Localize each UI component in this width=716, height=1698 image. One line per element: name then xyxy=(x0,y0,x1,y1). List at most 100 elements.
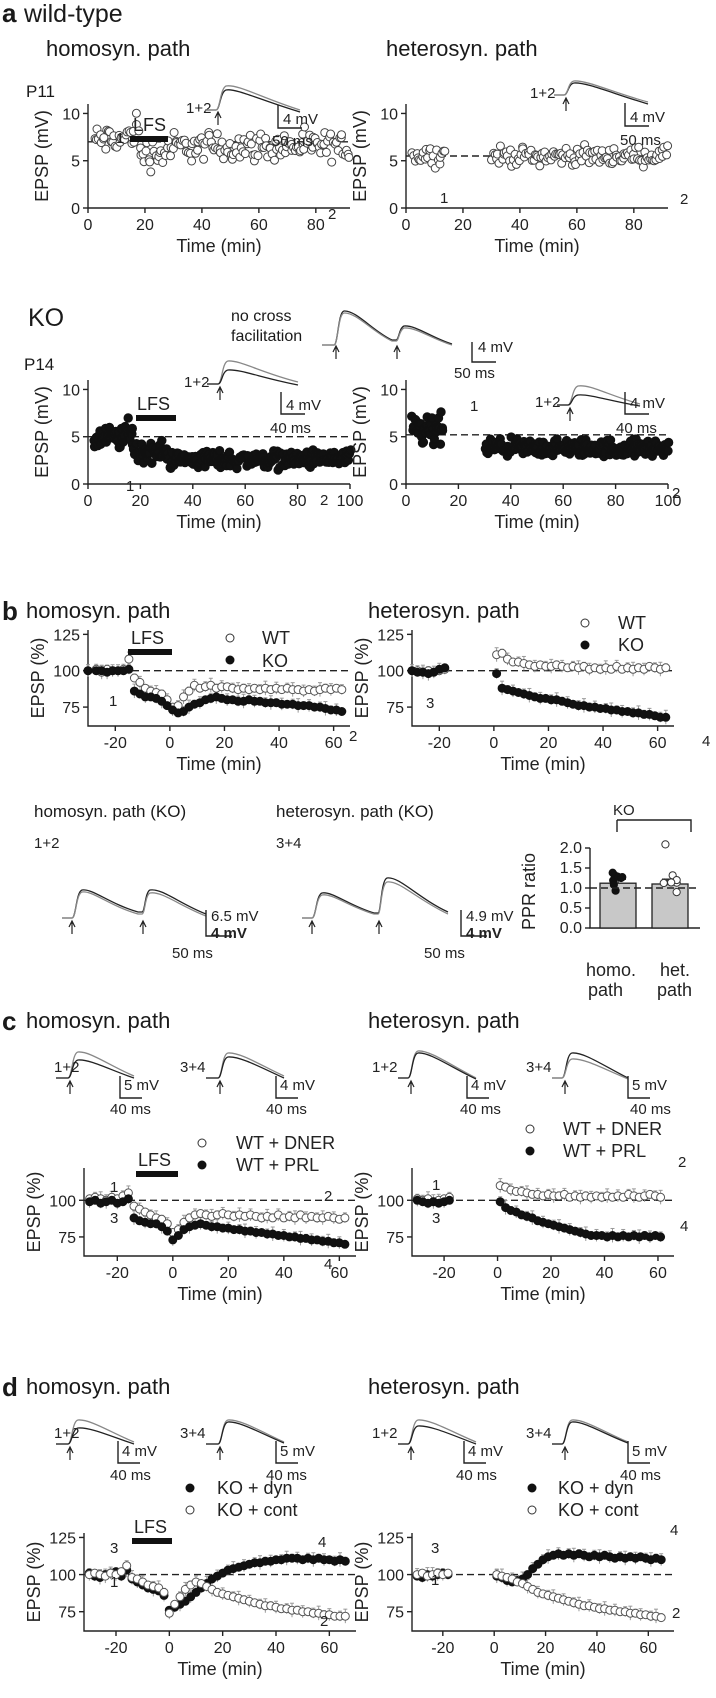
b-homo-xtick-label-0: -20 xyxy=(104,735,127,752)
c-hetero-xlabel: Time (min) xyxy=(500,1284,585,1304)
c-homo-xtick-label-4: 60 xyxy=(330,1265,348,1282)
a-wt-homo-point-7 xyxy=(99,133,109,143)
panel-a-wt-age: P11 xyxy=(26,82,55,101)
legend-d-cont: KO + cont xyxy=(217,1500,298,1520)
a-wt-homo-point-115 xyxy=(253,151,263,161)
ppr-ytick-label-0: 0.0 xyxy=(560,920,582,937)
a-ko-homo-xtick-label-1: 20 xyxy=(132,493,150,510)
d-homo-xlabel: Time (min) xyxy=(177,1659,262,1679)
scale-d-het12-mv: 4 mV xyxy=(468,1443,503,1460)
chart-a-wt-hetero: 0 20 40 60 80 0 5 10 Time (min) EPSP (mV) xyxy=(350,104,673,256)
mark-c2-2: 2 xyxy=(678,1154,686,1171)
trace-c-hetero-34: 3+4 5 mV 40 ms xyxy=(526,1052,671,1118)
a-wt-hetero-ytick-label-1: 5 xyxy=(389,154,398,171)
panel-a-homo-title: homosyn. path xyxy=(46,36,191,61)
scale-d-het12-ms: 40 ms xyxy=(456,1467,497,1484)
d-homo-ytick-label-0: 75 xyxy=(58,1605,76,1622)
legend-b2-wt: WT xyxy=(618,613,646,633)
d-homo-ko-dyn-point-48 xyxy=(340,1556,350,1566)
scale-bar-c-het34 xyxy=(627,1076,650,1099)
mark-b-3: 3 xyxy=(426,695,434,712)
a-ko-homo-xlabel: Time (min) xyxy=(176,512,261,532)
panel-a-letter: a xyxy=(2,0,17,28)
chart-d-homo: -20 0 20 40 60 75 100 125 Time (min) EPSP (%) xyxy=(24,1530,356,1679)
d-hetero-ko-dyn-point-39 xyxy=(656,1555,666,1565)
b-homo-ytick-label-1: 100 xyxy=(53,664,80,681)
trace-a-ko-cross: 4 mV 50 ms xyxy=(322,310,513,382)
a-wt-hetero-point-127 xyxy=(634,142,644,152)
scale-bar-d-homo12 xyxy=(117,1441,140,1464)
stim-arrow-icon xyxy=(308,919,316,934)
stim-arrow-icon xyxy=(139,919,147,934)
a-wt-homo-point-68 xyxy=(187,156,197,166)
panel-c-hetero-title: heterosyn. path xyxy=(368,1008,520,1033)
b-homo-ko-point-0 xyxy=(83,666,93,676)
scale-b-homo-mv65: 6.5 mV xyxy=(211,908,259,925)
mark-c-4: 4 xyxy=(324,1256,332,1273)
scale-bar-a-wt-homo xyxy=(277,105,302,129)
a-wt-hetero-point-30 xyxy=(495,141,505,151)
b-homo-ko-point-46 xyxy=(337,707,347,716)
a-wt-homo-point-31 xyxy=(134,126,144,136)
d-hetero-axes xyxy=(411,1533,674,1632)
ppr-cat-homo-2: path xyxy=(588,980,623,1000)
trace-c-homo34-label: 3+4 xyxy=(180,1059,205,1076)
d-hetero-xtick-label-1: 0 xyxy=(490,1640,499,1657)
a-wt-hetero-point-146 xyxy=(662,150,672,160)
a-ko-hetero-xtick-label-1: 20 xyxy=(450,493,468,510)
d-homo-axes xyxy=(83,1533,356,1632)
stim-arrow-icon xyxy=(216,385,224,400)
d-hetero-ylabel: EPSP (%) xyxy=(352,1542,372,1623)
a-ko-homo-xtick-label-0: 0 xyxy=(84,493,93,510)
a-ko-homo-point-75 xyxy=(157,435,167,446)
trace-c-het34-label: 3+4 xyxy=(526,1059,551,1076)
ppr-point-1-5 xyxy=(672,888,681,897)
scale-bar-a-ko-homo xyxy=(280,392,305,415)
a-wt-homo-point-110 xyxy=(246,139,256,149)
a-ko-hetero-point-235 xyxy=(663,437,674,448)
mark-d2-2: 2 xyxy=(672,1605,680,1622)
d-homo-ylabel: EPSP (%) xyxy=(24,1542,44,1623)
scale-a-wt-homo-mv: 4 mV xyxy=(283,111,318,128)
a-ko-homo-xtick-label-4: 80 xyxy=(289,493,307,510)
c-hetero-wt-prl-point-7 xyxy=(495,1197,505,1207)
a-ko-homo-xtick-label-2: 40 xyxy=(184,493,202,510)
scale-a-ko-cross-mv: 4 mV xyxy=(478,339,513,356)
c-homo-xtick-label-3: 40 xyxy=(275,1265,293,1282)
a-wt-homo-point-166 xyxy=(326,129,336,139)
legend-c2-dner-marker xyxy=(525,1124,535,1134)
c-hetero-ytick-label-1: 100 xyxy=(377,1193,404,1210)
a-wt-homo-point-72 xyxy=(193,145,203,155)
a-wt-homo-xtick-label-0: 0 xyxy=(84,217,93,234)
a-ko-homo-point-139 xyxy=(214,446,225,456)
b-homo-wt-point-46 xyxy=(337,685,347,695)
a-ko-hetero-ytick-label-0: 0 xyxy=(389,477,398,494)
panel-a-condition: wild-type xyxy=(24,0,123,28)
legend-d2-dyn-marker xyxy=(527,1483,537,1493)
a-ko-hetero-xtick-label-3: 60 xyxy=(554,493,572,510)
trace-d-homo-12: 1+2 4 mV 40 ms xyxy=(54,1419,157,1484)
d-homo-ko-cont-point-7 xyxy=(122,1561,132,1571)
scale-a-wt-hetero-mv: 4 mV xyxy=(630,109,665,126)
d-hetero-xtick-label-2: 20 xyxy=(537,1640,555,1657)
mark-a-ko-2: 2 xyxy=(320,492,328,509)
c-homo-xtick-label-0: -20 xyxy=(106,1265,129,1282)
b-hetero-xtick-label-1: 0 xyxy=(489,735,498,752)
legend-b2-ko-marker xyxy=(580,640,590,650)
a-wt-homo-point-126 xyxy=(270,155,279,165)
mark-b-1: 1 xyxy=(109,693,117,710)
a-wt-homo-point-40 xyxy=(146,167,156,177)
a-wt-hetero-ytick-label-2: 10 xyxy=(380,106,398,123)
b-homo-xtick-label-3: 40 xyxy=(270,735,288,752)
panel-b-homo-title: homosyn. path xyxy=(26,598,171,623)
legend-c-dner-marker xyxy=(197,1138,207,1148)
chart-c-hetero: -20 0 20 40 60 75 100 Time (min) EPSP (%) xyxy=(352,1168,674,1304)
a-wt-homo-point-133 xyxy=(279,131,289,141)
trace-c-hetero-12: 1+2 4 mV 40 ms xyxy=(372,1050,506,1118)
a-wt-homo-point-106 xyxy=(240,149,250,159)
stim-arrow-icon xyxy=(216,1079,224,1094)
lfs-label-d: LFS xyxy=(134,1517,167,1537)
scale-a-ko-cross-ms: 50 ms xyxy=(454,365,495,382)
a-ko-homo-xtick-label-5: 100 xyxy=(337,493,364,510)
d-homo-ko-cont-point-15 xyxy=(164,1608,174,1618)
